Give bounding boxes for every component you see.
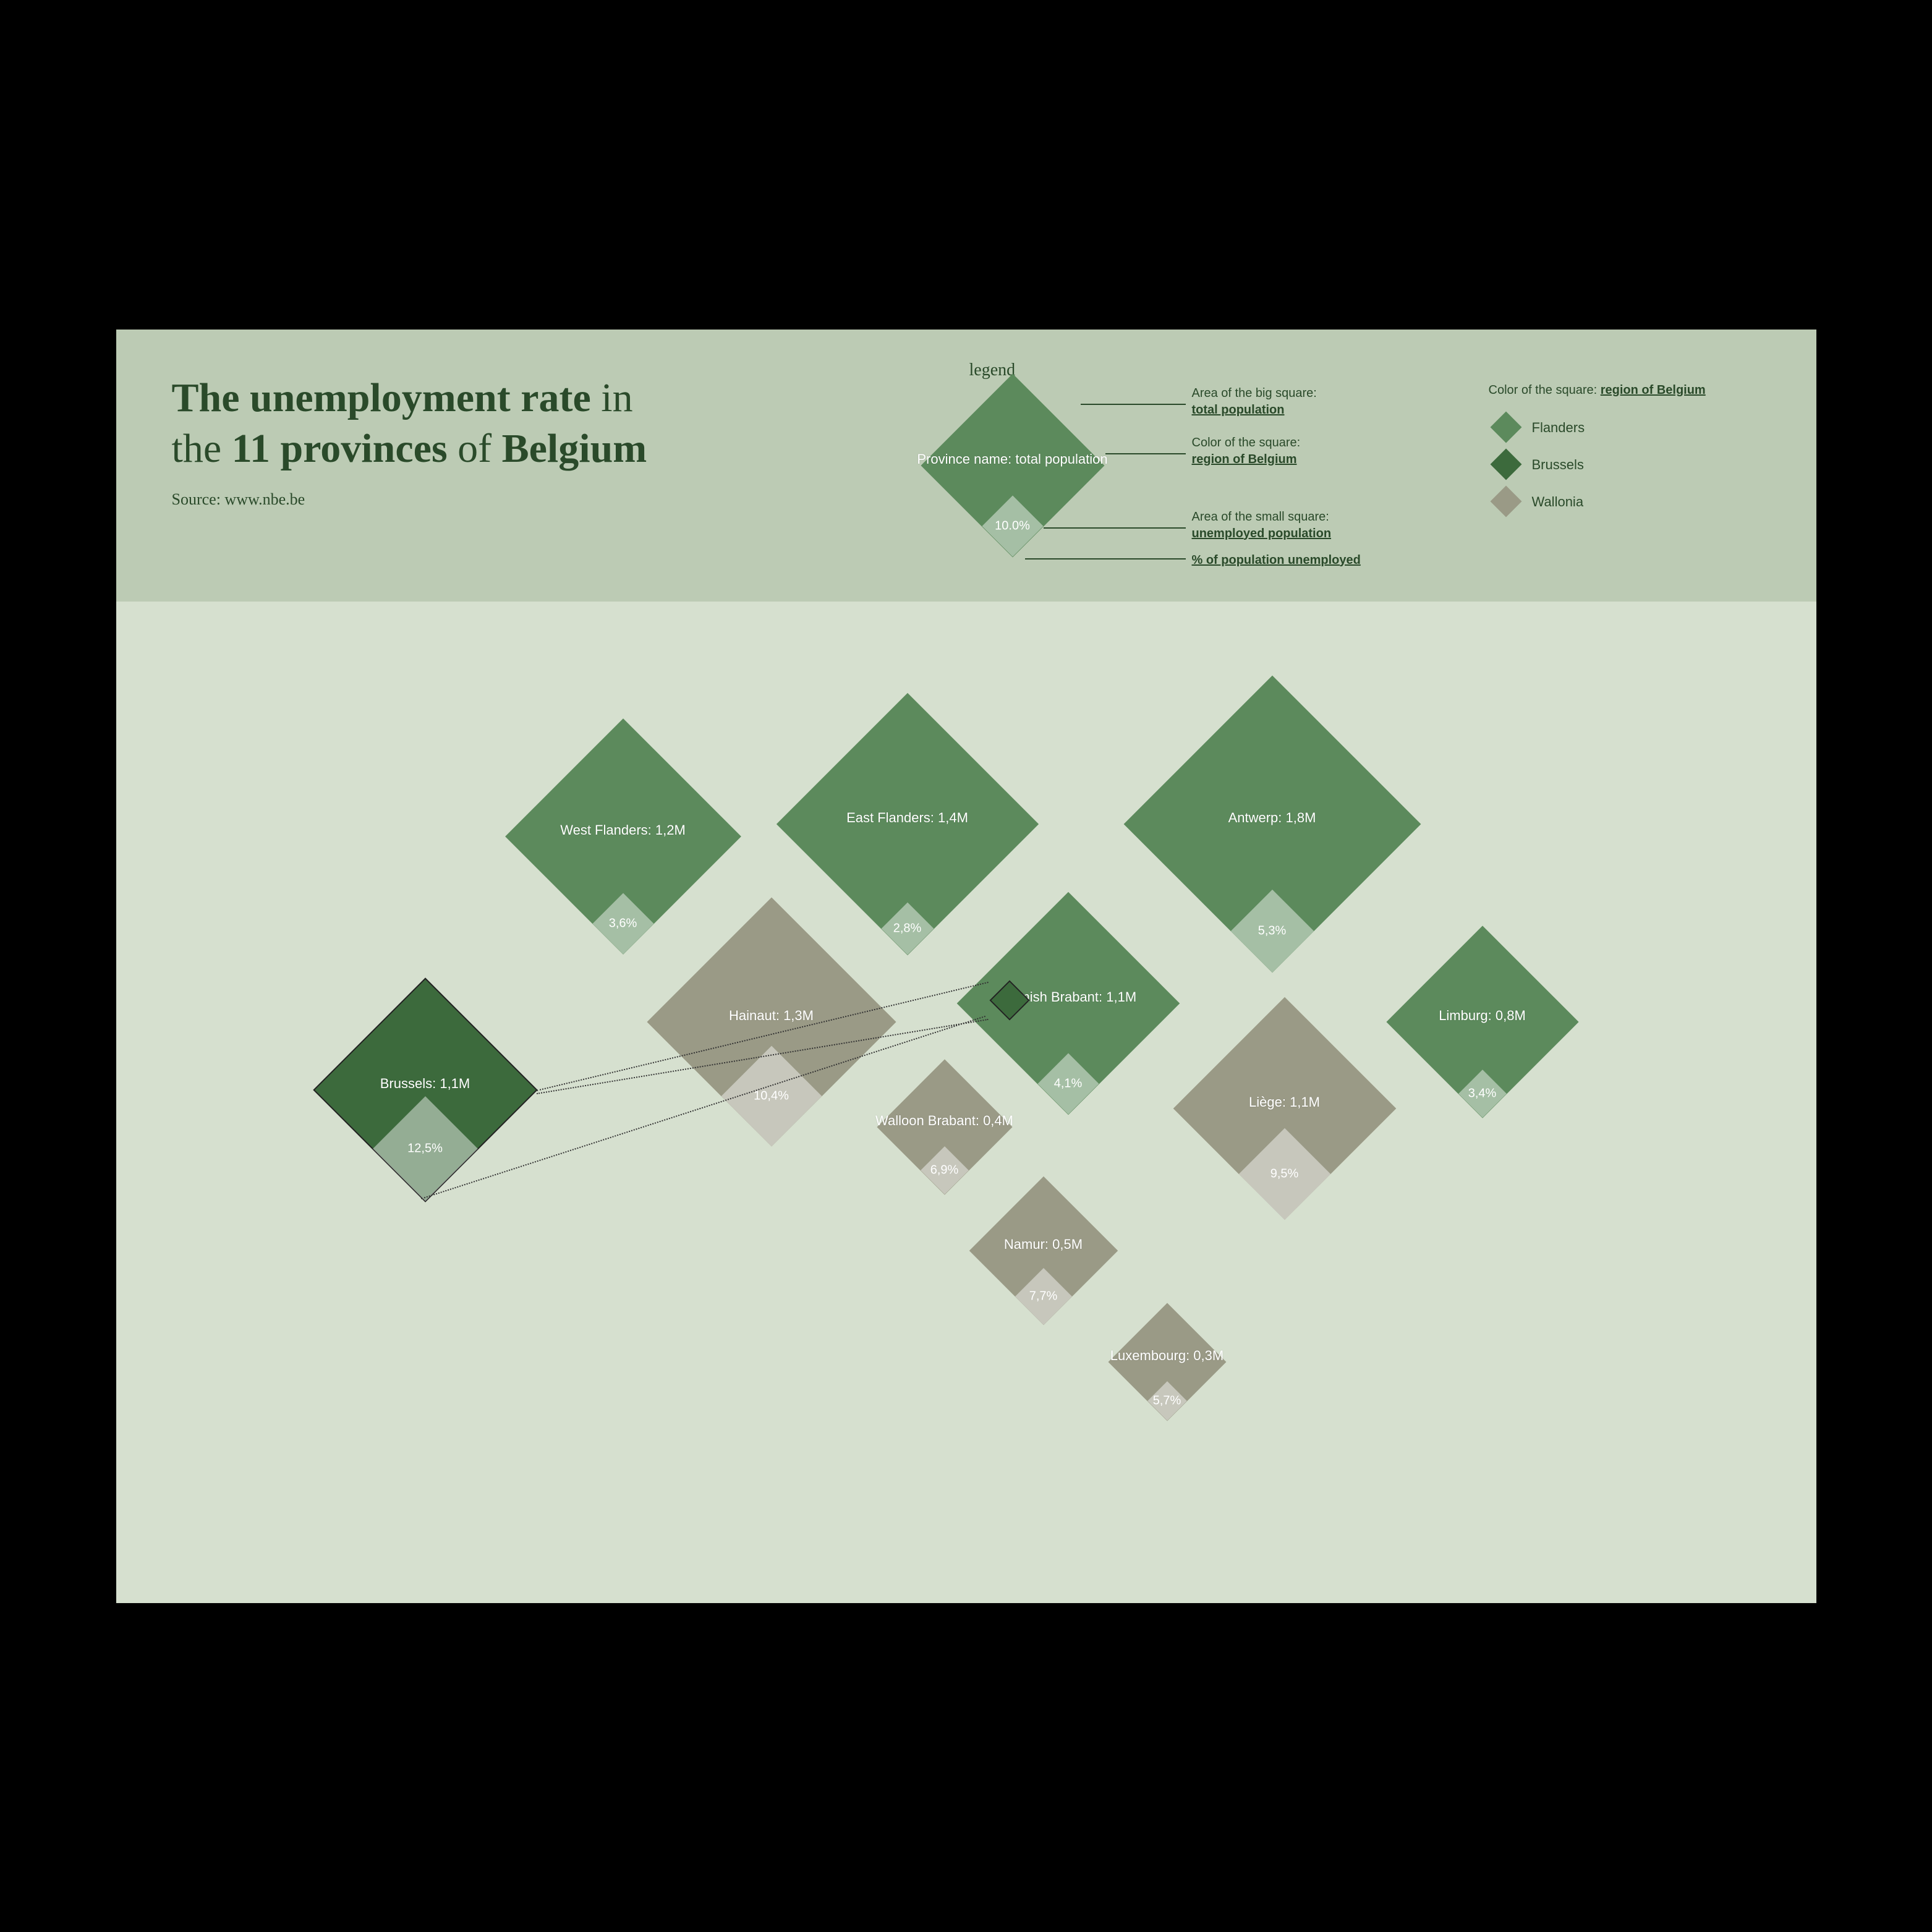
province-label: Walloon Brabant: 0,4M [875, 1113, 1013, 1129]
province-pct-label: 3,4% [1468, 1087, 1497, 1101]
title-rest-1: in [591, 375, 633, 420]
province-label: Limburg: 0,8M [1439, 1008, 1526, 1024]
title-bold-3: Belgium [502, 426, 647, 471]
color-swatch-label: Brussels [1532, 457, 1584, 473]
legend-callout-text: Area of the big square:total population [1192, 385, 1317, 419]
title-mid-2: of [448, 426, 502, 471]
province-pct-label: 5,3% [1258, 924, 1287, 938]
color-swatch-label: Wallonia [1532, 494, 1584, 510]
province-label: Namur: 0,5M [1004, 1236, 1083, 1253]
title-pre-2: the [172, 426, 232, 471]
legend-callout-line [1081, 404, 1186, 405]
legend-callout-text: Color of the square:region of Belgium [1192, 435, 1301, 468]
province-label: Liège: 1,1M [1249, 1094, 1320, 1110]
province-pct-label: 4,1% [1054, 1077, 1083, 1091]
province-label: Brussels: 1,1M [380, 1076, 470, 1092]
legend-example-label: Province name: total population [917, 451, 1107, 467]
legend-callout-text: % of population unemployed [1192, 552, 1361, 569]
province-pct-label: 6,9% [930, 1164, 959, 1178]
outer-frame: The unemployment rate in the 11 province… [0, 0, 1932, 1932]
province-label: Luxembourg: 0,3M [1110, 1348, 1223, 1364]
province-pct-label: 12,5% [407, 1141, 443, 1155]
province-pct-label: 9,5% [1270, 1167, 1299, 1181]
province-label: Antwerp: 1,8M [1228, 810, 1316, 826]
province-pct-label: 7,7% [1029, 1289, 1058, 1303]
legend-example-pct: 10.0% [995, 519, 1030, 534]
province-label: East Flanders: 1,4M [846, 810, 968, 826]
legend-callout-line [1105, 453, 1186, 454]
legend-callout-text: Area of the small square:unemployed popu… [1192, 509, 1332, 542]
province-pct-label: 3,6% [609, 916, 637, 930]
province-label: West Flanders: 1,2M [560, 822, 686, 838]
province-pct-label: 5,7% [1153, 1394, 1181, 1408]
source-text: Source: www.nbe.be [172, 490, 305, 509]
legend-callout-line [1044, 527, 1186, 529]
page-title: The unemployment rate in the 11 province… [172, 373, 647, 475]
title-bold-1: The unemployment rate [172, 375, 591, 420]
color-swatch-label: Flanders [1532, 420, 1585, 436]
title-bold-2: 11 provinces [232, 426, 448, 471]
color-key-heading: Color of the square: region of Belgium [1489, 382, 1706, 399]
legend-callout-line [1025, 558, 1186, 560]
province-pct-label: 2,8% [893, 922, 922, 936]
province-label: Hainaut: 1,3M [729, 1008, 814, 1024]
province-pct-label: 10,4% [754, 1089, 789, 1103]
infographic-canvas: The unemployment rate in the 11 province… [116, 330, 1816, 1603]
